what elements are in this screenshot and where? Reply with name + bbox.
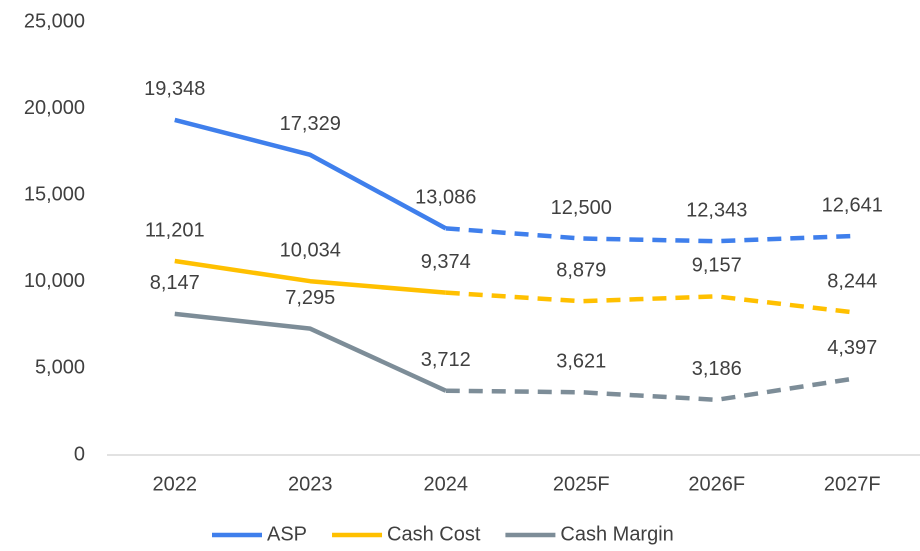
data-label: 8,244 (827, 270, 877, 292)
data-label: 17,329 (280, 113, 341, 135)
data-label: 8,147 (150, 272, 200, 294)
forecast-line (445, 376, 853, 403)
x-tick-label: 2025F (553, 473, 610, 495)
y-tick-label: 5,000 (35, 357, 85, 379)
data-label: 3,186 (692, 358, 742, 380)
x-tick-label: 2022 (153, 473, 198, 495)
data-label: 19,348 (144, 78, 205, 100)
x-tick-label: 2026F (688, 473, 745, 495)
y-tick-label: 0 (74, 443, 85, 465)
data-label: 4,397 (827, 337, 877, 359)
y-tick-label: 10,000 (24, 270, 85, 292)
line (174, 311, 447, 393)
forecast-line (445, 226, 853, 244)
line (174, 258, 446, 295)
data-label: 12,641 (822, 194, 883, 216)
legend-label: Cash Cost (387, 523, 481, 545)
x-tick-label: 2024 (424, 473, 469, 495)
data-label: 10,034 (280, 239, 341, 261)
y-tick-label: 20,000 (24, 97, 85, 119)
legend-label: Cash Margin (560, 523, 673, 545)
data-label: 11,201 (145, 219, 205, 241)
data-label: 9,374 (421, 251, 471, 273)
data-label: 9,157 (692, 255, 742, 277)
data-label: 8,879 (556, 259, 606, 281)
data-label: 13,086 (415, 187, 476, 209)
data-label: 12,343 (686, 200, 747, 222)
y-tick-label: 15,000 (24, 183, 85, 205)
data-label: 12,500 (551, 197, 612, 219)
legend-label: ASP (267, 523, 307, 545)
x-tick-label: 2023 (288, 473, 333, 495)
x-tick-label: 2027F (824, 473, 881, 495)
data-label: 3,621 (556, 351, 606, 373)
y-tick-label: 25,000 (24, 10, 85, 32)
data-label: 3,712 (421, 349, 471, 371)
line (174, 117, 447, 231)
data-label: 7,295 (285, 287, 335, 309)
forecast-line (445, 290, 853, 315)
